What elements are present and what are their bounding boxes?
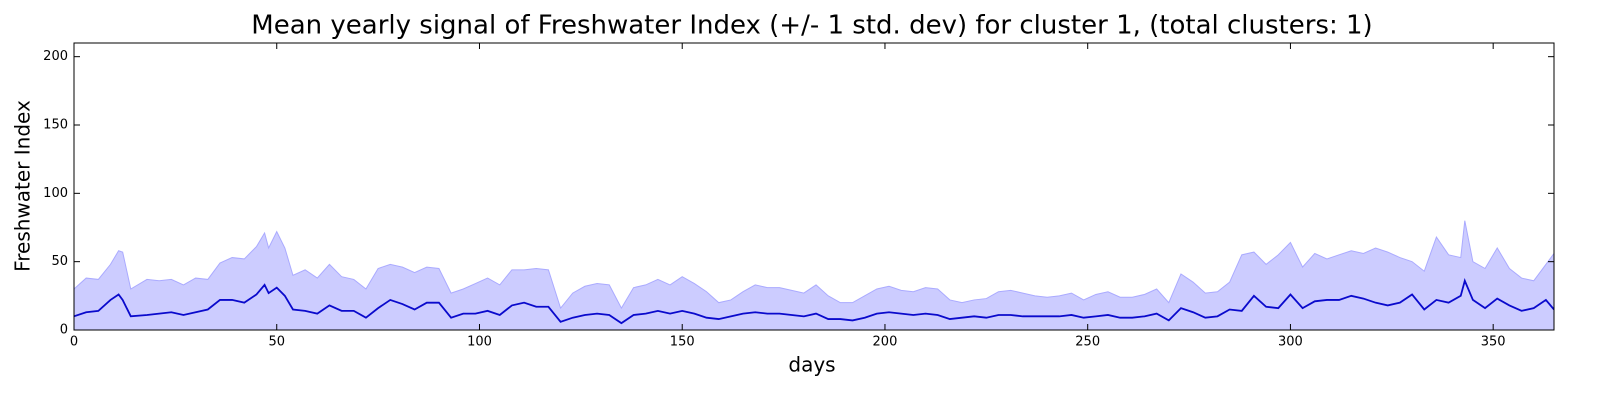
y-tick-label: 100: [43, 186, 68, 201]
x-axis-label: days: [788, 353, 835, 377]
y-tick-label: 200: [43, 49, 68, 64]
plot-frame: [73, 42, 1555, 331]
x-tick-label: 150: [670, 335, 695, 350]
x-tick-label: 50: [268, 335, 285, 350]
y-tick-label: 0: [60, 323, 68, 338]
y-axis-label: Freshwater Index: [11, 100, 35, 272]
x-tick-label: 350: [1481, 335, 1506, 350]
y-tick-label: 150: [43, 118, 68, 133]
chart-title: Mean yearly signal of Freshwater Index (…: [251, 11, 1372, 41]
std-band: [74, 220, 1554, 330]
x-tick-label: 200: [873, 335, 898, 350]
x-tick-label: 100: [467, 335, 492, 350]
mean-line: [74, 278, 1554, 325]
x-tick-label: 300: [1278, 335, 1303, 350]
x-tick-label: 250: [1075, 335, 1100, 350]
y-tick-label: 50: [51, 254, 68, 269]
x-tick-label: 0: [70, 335, 78, 350]
plot-area: [74, 220, 1554, 330]
